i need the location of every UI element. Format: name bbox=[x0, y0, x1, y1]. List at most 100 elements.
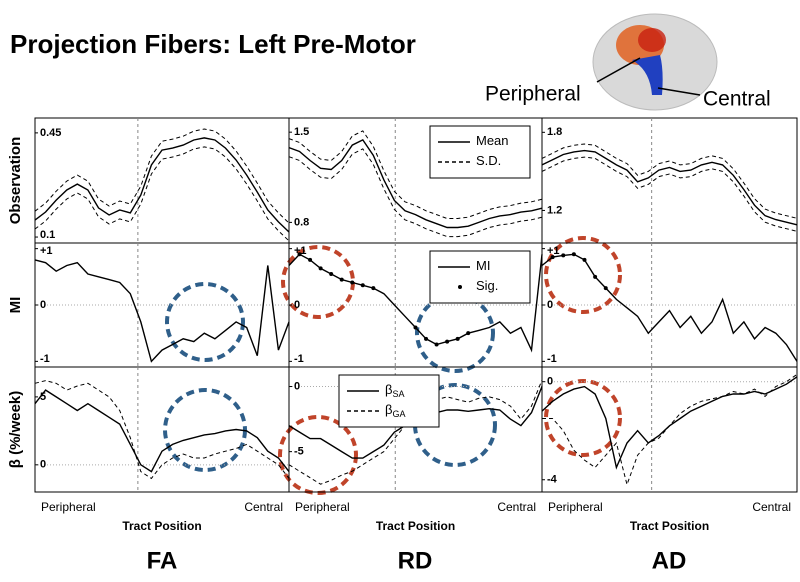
x-end-label: Central bbox=[497, 500, 536, 514]
panel: 0.45 0.1 bbox=[34, 117, 290, 244]
series-line bbox=[541, 376, 798, 470]
sd-line bbox=[34, 128, 290, 224]
panel: +1 0 -1 bbox=[541, 242, 798, 368]
legend: Mean S.D. bbox=[429, 125, 531, 179]
y-tick-label: +1 bbox=[294, 245, 307, 257]
y-tick-label: -1 bbox=[547, 353, 557, 365]
y-tick-label: +1 bbox=[547, 245, 560, 257]
sd-line bbox=[541, 156, 798, 232]
y-tick-label: 0 bbox=[294, 299, 300, 311]
y-tick-label: 1.2 bbox=[547, 204, 562, 216]
legend: MI Sig. bbox=[429, 250, 531, 304]
y-axis-label: MI bbox=[7, 297, 24, 314]
sig-dot bbox=[350, 280, 355, 285]
legend-label: βSA bbox=[385, 382, 405, 399]
pointer bbox=[657, 87, 701, 96]
legend-box bbox=[429, 125, 531, 179]
inset-label: Peripheral bbox=[485, 83, 581, 106]
legend-label: S.D. bbox=[476, 153, 501, 168]
y-tick-label: 0 bbox=[547, 376, 553, 388]
legend-subscript: GA bbox=[392, 409, 405, 419]
y-axis-label: β (%/week) bbox=[7, 391, 24, 469]
legend-subscript: SA bbox=[392, 389, 404, 399]
figure-title: Projection Fibers: Left Pre-Motor bbox=[10, 29, 416, 59]
sig-dot bbox=[297, 252, 302, 257]
x-end-label: Central bbox=[752, 500, 791, 514]
panel-frame bbox=[34, 117, 290, 244]
sig-dot bbox=[466, 331, 471, 336]
sig-dot bbox=[434, 342, 439, 347]
inset-label: Central bbox=[703, 88, 771, 111]
x-axis-label: Tract Position bbox=[376, 519, 455, 533]
highlight-circle bbox=[165, 282, 245, 362]
legend-name: β bbox=[385, 382, 392, 397]
sig-dot bbox=[413, 325, 418, 330]
y-tick-label: -1 bbox=[294, 353, 304, 365]
legend-label: MI bbox=[476, 258, 490, 273]
sig-dot bbox=[561, 253, 566, 258]
series-line bbox=[34, 137, 290, 233]
x-end-label: Peripheral bbox=[41, 500, 96, 514]
y-tick-label: 0 bbox=[40, 299, 46, 311]
series-line bbox=[541, 253, 798, 362]
y-tick-label: 0.45 bbox=[40, 127, 61, 139]
series-line bbox=[34, 259, 290, 363]
highlight-circle bbox=[544, 379, 622, 457]
y-tick-label: 1.5 bbox=[294, 126, 309, 138]
highlight-circle bbox=[544, 236, 622, 314]
y-tick-label: -1 bbox=[40, 353, 50, 365]
series-line bbox=[34, 380, 290, 480]
sd-line bbox=[288, 148, 543, 238]
legend-name: Sig. bbox=[476, 278, 498, 293]
column-title: FA bbox=[147, 547, 178, 574]
series-line bbox=[288, 379, 543, 485]
y-tick-label: 1.8 bbox=[547, 126, 562, 138]
y-tick-label: 0.8 bbox=[294, 216, 309, 228]
sig-dot bbox=[308, 257, 313, 262]
highlight-circle bbox=[278, 415, 358, 495]
legend-label: Sig. bbox=[476, 278, 498, 293]
series-line bbox=[34, 389, 290, 473]
panel: 50 bbox=[34, 366, 290, 493]
sig-dot bbox=[371, 286, 376, 291]
sig-dot bbox=[582, 257, 587, 262]
y-tick-label: 0.1 bbox=[40, 229, 55, 241]
pointer bbox=[596, 57, 641, 83]
fibers-central bbox=[632, 55, 663, 95]
legend-name: MI bbox=[476, 258, 490, 273]
sig-dot bbox=[318, 266, 323, 271]
column-title: RD bbox=[398, 547, 433, 574]
x-end-label: Peripheral bbox=[548, 500, 603, 514]
panel-frame bbox=[34, 366, 290, 493]
legend-name: Mean bbox=[476, 133, 509, 148]
sd-line bbox=[34, 146, 290, 242]
highlight-circle bbox=[413, 383, 497, 467]
legend-label: βGA bbox=[385, 402, 406, 419]
sd-line bbox=[541, 143, 798, 219]
sig-dot bbox=[329, 272, 334, 276]
annotations bbox=[163, 236, 622, 495]
sig-dot bbox=[455, 336, 460, 341]
legend-box bbox=[338, 374, 440, 428]
panel: 0 -4 bbox=[541, 366, 798, 493]
y-tick-label: -4 bbox=[547, 474, 558, 486]
y-tick-label: -5 bbox=[294, 446, 304, 458]
sig-dot bbox=[360, 283, 365, 288]
panel-frame bbox=[541, 117, 798, 244]
sig-dot bbox=[571, 252, 576, 257]
sig-dot bbox=[550, 255, 555, 260]
x-axis-label: Tract Position bbox=[122, 519, 201, 533]
sig-dot bbox=[603, 286, 608, 291]
y-axis-label: Observation bbox=[7, 137, 24, 225]
sig-dot bbox=[424, 336, 429, 341]
series-line bbox=[541, 149, 798, 226]
y-tick-label: 0 bbox=[547, 299, 553, 311]
y-tick-label: 0 bbox=[294, 380, 300, 392]
sd-line bbox=[288, 130, 543, 219]
legend-name: S.D. bbox=[476, 153, 501, 168]
fibers-peripheral bbox=[638, 28, 666, 52]
x-axis-label: Tract Position bbox=[630, 519, 709, 533]
legend-symbol bbox=[458, 285, 462, 289]
